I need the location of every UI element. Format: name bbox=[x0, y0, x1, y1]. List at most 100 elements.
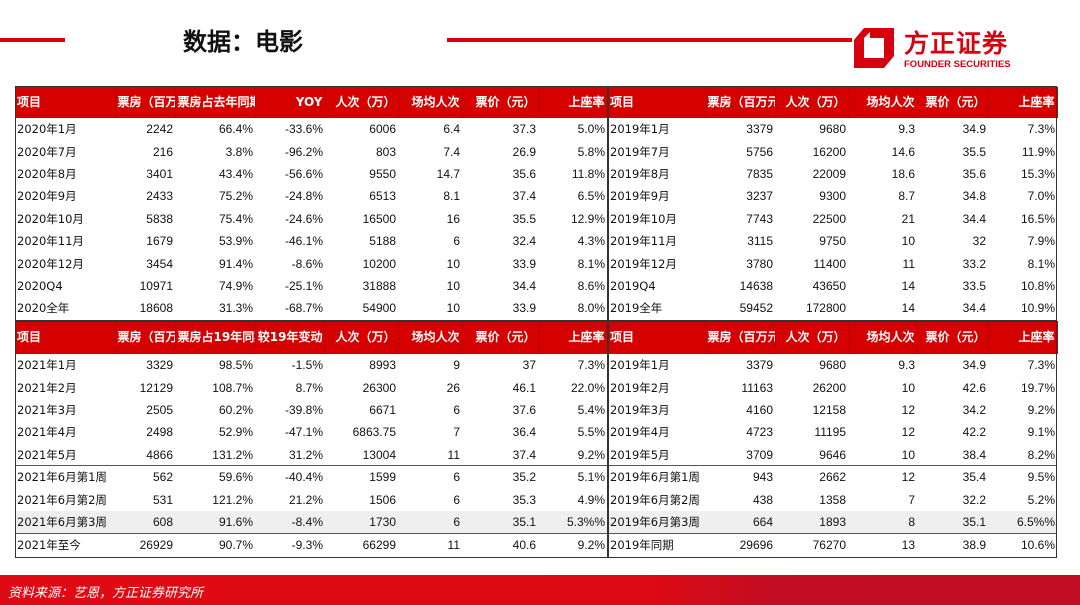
table-cell: 9550 bbox=[369, 166, 396, 181]
row-label: 2019年1月 bbox=[610, 358, 670, 373]
table-vertical-divider bbox=[607, 86, 609, 558]
table-cell: 26200 bbox=[812, 380, 846, 395]
table-cell: 40.6 bbox=[462, 532, 538, 556]
table-cell: 3237 bbox=[746, 189, 773, 204]
table-cell: 59452 bbox=[739, 301, 773, 316]
row-label: 2021年4月 bbox=[17, 425, 77, 440]
table-cell: 10971 bbox=[139, 278, 173, 293]
table-cell: 9646 bbox=[819, 447, 846, 462]
table-row: 2020Q4 10971 74.9% -25.1% 31888 10 34.4 8.6% bbox=[15, 275, 607, 297]
table-cell: 6671 bbox=[369, 402, 396, 417]
table-cell: 803 bbox=[375, 144, 396, 159]
table-cell: 12 bbox=[901, 425, 915, 440]
table-cell: 8993 bbox=[369, 358, 396, 373]
table-row: 2021年至今 26929 90.7% -9.3% 66299 11 40.6 9.2% bbox=[15, 532, 607, 556]
table-cell: 8.2% bbox=[1027, 447, 1055, 462]
table-cell: 9680 bbox=[819, 358, 846, 373]
table-cell: 11163 bbox=[741, 380, 773, 395]
row-label: 2019年3月 bbox=[610, 402, 670, 417]
table-cell: 59.6% bbox=[175, 465, 255, 489]
table-cell: -47.1% bbox=[284, 425, 323, 440]
table-cell: 7 bbox=[453, 425, 460, 440]
table-cell: 35.2 bbox=[462, 465, 538, 489]
table-cell: 4723 bbox=[746, 425, 773, 440]
table-cell: 26.9 bbox=[512, 144, 536, 159]
table-cell: 2498 bbox=[146, 425, 173, 440]
table-cell: -46.1% bbox=[284, 234, 323, 249]
row-label: 2019Q4 bbox=[610, 278, 656, 293]
table-cell: 91.4% bbox=[218, 256, 253, 271]
table-row: 2019年11月 3115 9750 10 32 7.9% bbox=[608, 230, 1057, 252]
table-cell: 7 bbox=[908, 492, 915, 507]
row-label: 2021年5月 bbox=[17, 447, 77, 462]
table-cell: 8.6% bbox=[577, 278, 605, 293]
table-cell: 98.5% bbox=[218, 358, 253, 373]
column-header: YOY bbox=[255, 87, 326, 118]
table-row: 2020年7月 216 3.8% -96.2% 803 7.4 26.9 5.8% bbox=[15, 140, 607, 162]
row-label: 2020年10月 bbox=[17, 211, 84, 226]
table-cell: 5.4% bbox=[577, 402, 605, 417]
table-cell: 8.7 bbox=[898, 189, 915, 204]
row-label: 2019年9月 bbox=[610, 189, 670, 204]
table-cell: 3379 bbox=[746, 358, 773, 373]
table-cell: 10 bbox=[446, 256, 460, 271]
table-row: 2019年10月 7743 22500 21 34.4 16.5% bbox=[608, 208, 1057, 230]
row-label: 2019年1月 bbox=[610, 122, 670, 137]
table-cell: 5.2% bbox=[1027, 492, 1055, 507]
column-header: 项目 bbox=[15, 87, 116, 118]
table-cell: -96.2% bbox=[284, 144, 323, 159]
row-label: 2019年8月 bbox=[610, 166, 670, 181]
table-cell: 1358 bbox=[819, 492, 846, 507]
table-row: 2019年6月第3周 664 1893 8 35.1 6.5%% bbox=[608, 510, 1057, 534]
row-label: 2019年11月 bbox=[610, 234, 677, 249]
table-cell: 11195 bbox=[814, 425, 846, 440]
table-cell: 7.3% bbox=[1027, 122, 1055, 137]
column-header: 项目 bbox=[608, 87, 706, 118]
table-cell: 6 bbox=[398, 465, 462, 489]
table-row: 2019年2月 11163 26200 10 42.6 19.7% bbox=[608, 376, 1057, 398]
table-cell: 21.2% bbox=[288, 492, 323, 507]
table-cell: 16500 bbox=[362, 211, 396, 226]
row-label: 2020全年 bbox=[17, 301, 70, 316]
table-cell: -40.4% bbox=[255, 465, 325, 489]
table-row: 2019年7月 5756 16200 14.6 35.5 11.9% bbox=[608, 140, 1057, 162]
table-cell: 10 bbox=[901, 234, 915, 249]
table-cell: 34.8 bbox=[962, 189, 986, 204]
table-row: 2019年8月 7835 22009 18.6 35.6 15.3% bbox=[608, 163, 1057, 185]
row-label: 2020年8月 bbox=[17, 166, 77, 181]
table-cell: -24.6% bbox=[284, 211, 323, 226]
table-cell: 14 bbox=[901, 301, 915, 316]
table-cell: 12.9% bbox=[570, 211, 605, 226]
table-cell: 7.0% bbox=[1027, 189, 1055, 204]
table-cell: 3454 bbox=[146, 256, 173, 271]
column-header: 场均人次 bbox=[848, 321, 918, 354]
table-cell: 66299 bbox=[325, 532, 398, 556]
table-row: 2020年9月 2433 75.2% -24.8% 6513 8.1 37.4 6.5% bbox=[15, 185, 607, 207]
table-row: 2019全年 59452 172800 14 34.4 10.9% bbox=[608, 297, 1057, 319]
table-cell: 6.5% bbox=[577, 189, 605, 204]
table-cell: 29696 bbox=[705, 532, 775, 556]
table-cell: 19.7% bbox=[1020, 380, 1055, 395]
table-cell: 32.2 bbox=[962, 492, 986, 507]
table-row: 2019年6月第2周 438 1358 7 32.2 5.2% bbox=[608, 488, 1057, 510]
row-label: 2019年6月第1周 bbox=[608, 465, 705, 489]
table-cell: 4866 bbox=[146, 447, 173, 462]
row-label: 2019年同期 bbox=[608, 532, 705, 556]
row-label: 2019年10月 bbox=[610, 211, 677, 226]
table-cell: 42.2 bbox=[962, 425, 986, 440]
table-cell: 9750 bbox=[819, 234, 846, 249]
page-title: 数据：电影 bbox=[183, 28, 303, 56]
column-header: 上座率 bbox=[988, 87, 1058, 118]
table-cell: 34.9 bbox=[962, 358, 986, 373]
footer-band: 资料来源：艺恩，方正证券研究所 bbox=[0, 575, 1080, 605]
table-cell: 6 bbox=[453, 234, 460, 249]
table-cell: 10.6% bbox=[988, 532, 1057, 556]
table-cell: 26 bbox=[446, 380, 460, 395]
column-header: 票价（元） bbox=[917, 87, 989, 118]
table-cell: -9.3% bbox=[255, 532, 325, 556]
table-cell: 14.7 bbox=[436, 166, 460, 181]
table-cell: 1599 bbox=[325, 465, 398, 489]
table-cell: 66.4% bbox=[218, 122, 253, 137]
table-cell: 108.7% bbox=[212, 380, 253, 395]
